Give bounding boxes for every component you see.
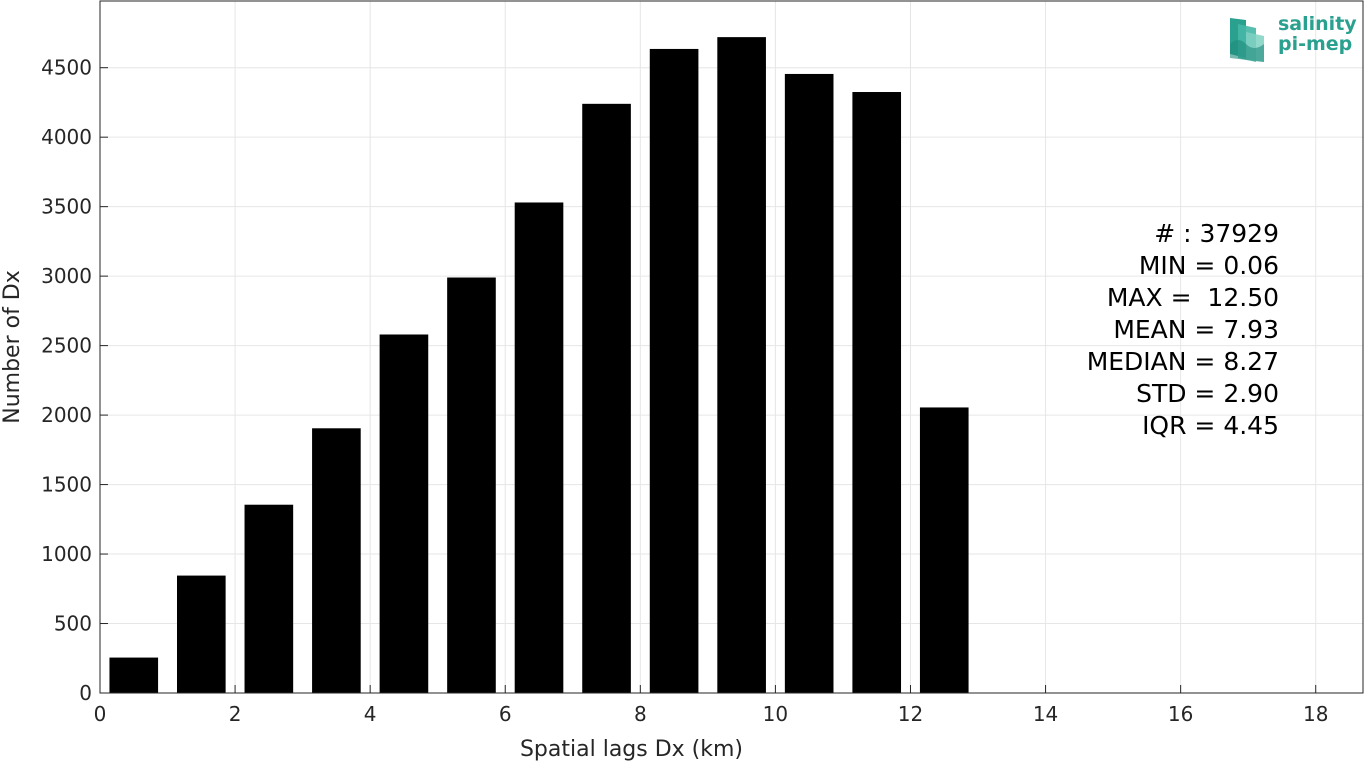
bar-9 <box>717 37 766 693</box>
logo-line-2: pi-mep <box>1278 33 1353 55</box>
x-tick-label-2: 4 <box>364 702 377 726</box>
logo-waves-icon <box>1230 18 1264 62</box>
stat-std: STD = 2.90 <box>1136 379 1279 408</box>
x-tick-label-6: 12 <box>898 702 923 726</box>
x-tick-label-3: 6 <box>499 702 512 726</box>
bar-6 <box>514 202 564 693</box>
x-tick-label-1: 2 <box>229 702 242 726</box>
y-tick-label-8: 4000 <box>41 125 92 149</box>
y-tick-label-7: 3500 <box>41 195 92 219</box>
plot-frame <box>99 0 1364 694</box>
x-tick-label-9: 18 <box>1303 702 1328 726</box>
y-tick-label-1: 500 <box>54 612 92 636</box>
stat-median: MEDIAN = 8.27 <box>1086 347 1279 376</box>
axis-ticks: 0 2 4 6 8 10 12 14 16 18 0 500 1000 1500 2000 2500 3000 3… <box>41 56 1328 726</box>
bar-11 <box>852 92 902 694</box>
bar-5 <box>447 277 496 693</box>
bar-2 <box>244 504 294 693</box>
bar-10 <box>784 73 834 694</box>
x-tick-label-5: 10 <box>763 702 788 726</box>
x-tick-label-0: 0 <box>94 702 107 726</box>
stat-mean: MEAN = 7.93 <box>1113 315 1279 344</box>
bar-7 <box>582 103 631 693</box>
y-tick-label-3: 1500 <box>41 473 92 497</box>
stat-max: MAX = 12.50 <box>1106 283 1279 312</box>
y-tick-label-6: 3000 <box>41 264 92 288</box>
bar-0 <box>109 657 159 693</box>
x-tick-label-4: 8 <box>634 702 647 726</box>
bar-8 <box>649 48 699 693</box>
x-tick-label-8: 16 <box>1168 702 1193 726</box>
bars <box>109 37 969 694</box>
bar-4 <box>379 334 429 693</box>
bar-3 <box>312 428 361 693</box>
stat-iqr: IQR = 4.45 <box>1142 411 1279 440</box>
y-tick-label-2: 1000 <box>41 542 92 566</box>
y-tick-label-5: 2500 <box>41 334 92 358</box>
stats-box: # : 37929 MIN = 0.06 MAX = 12.50 MEAN = … <box>1087 218 1279 442</box>
logo-line-1: salinity <box>1278 13 1357 35</box>
y-tick-label-9: 4500 <box>41 56 92 80</box>
stat-min: MIN = 0.06 <box>1138 251 1279 280</box>
y-tick-label-4: 2000 <box>41 403 92 427</box>
x-tick-label-7: 14 <box>1033 702 1058 726</box>
x-axis-label: Spatial lags Dx (km) <box>520 737 743 762</box>
bar-12 <box>919 407 969 693</box>
bar-1 <box>176 575 226 693</box>
y-tick-label-0: 0 <box>79 681 92 705</box>
logo-text: salinity pi-mep <box>1278 14 1357 54</box>
salinity-pi-mep-logo: salinity pi-mep <box>1226 14 1360 64</box>
stat-count: # : 37929 <box>1154 219 1279 248</box>
y-axis-label: Number of Dx <box>0 270 25 424</box>
